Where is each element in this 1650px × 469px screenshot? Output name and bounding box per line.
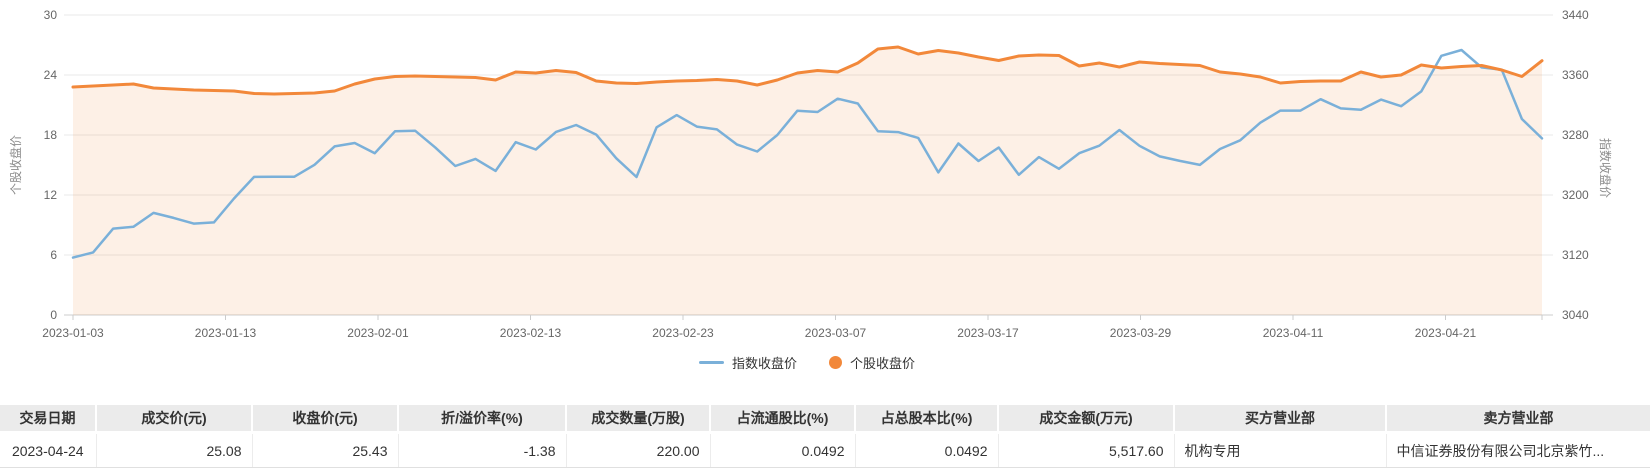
x-axis-tick-label: 2023-04-11 — [1263, 326, 1324, 340]
cell-amount: 5,517.60 — [998, 432, 1175, 468]
cell-seller-branch: 中信证券股份有限公司北京紫竹... — [1386, 432, 1650, 468]
table-header-row: 交易日期 成交价(元) 收盘价(元) 折/溢价率(%) 成交数量(万股) 占流通股比(%)… — [0, 405, 1650, 434]
chart-canvas: 0 6 12 18 24 30 3040 3120 3200 3280 3360 3440 2023-0… — [8, 8, 1613, 340]
cell-premium-rate: -1.38 — [398, 432, 567, 468]
column-header-float-ratio: 占流通股比(%) — [710, 405, 856, 434]
x-axis-tick-label: 2023-02-01 — [347, 326, 409, 340]
left-axis-name: 个股收盘价 — [8, 135, 23, 195]
column-header-amount: 成交金额(万元) — [998, 405, 1175, 434]
cell-trade-date: 2023-04-24 — [0, 432, 97, 468]
legend-circle-marker — [829, 355, 842, 369]
y-axis-tick-right: 3040 — [1562, 308, 1589, 322]
stock-close-line — [71, 45, 1544, 96]
legend-label: 指数收盘价 — [731, 355, 797, 371]
y-axis-tick-left: 18 — [44, 128, 58, 142]
x-axis-tick-label: 2023-02-23 — [652, 326, 714, 340]
cell-buyer-branch: 机构专用 — [1174, 432, 1387, 468]
cell-volume: 220.00 — [566, 432, 711, 468]
x-axis-tick-label: 2023-03-07 — [805, 326, 867, 340]
right-axis-name: 指数收盘价 — [1598, 138, 1613, 198]
legend-line-marker — [698, 360, 724, 364]
stock-close-area-fill — [73, 47, 1542, 315]
x-axis-tick-label: 2023-01-03 — [42, 326, 104, 340]
y-axis-tick-right: 3280 — [1562, 128, 1589, 142]
column-header-volume: 成交数量(万股) — [566, 405, 711, 434]
x-axis-tick-label: 2023-03-17 — [957, 326, 1019, 340]
x-axis-tick-label: 2023-02-13 — [500, 326, 562, 340]
column-header-deal-price: 成交价(元) — [96, 405, 253, 434]
table-row: 2023-04-24 25.08 25.43 -1.38 220.00 0.0492 0.0… — [0, 432, 1650, 468]
chart-legend: 指数收盘价 个股收盘价 — [0, 353, 1614, 371]
cell-total-ratio: 0.0492 — [855, 432, 999, 468]
y-axis-tick-right: 3200 — [1562, 188, 1589, 202]
x-axis-tick-label: 2023-01-13 — [195, 326, 257, 340]
cell-deal-price: 25.08 — [96, 432, 253, 468]
legend-label: 个股收盘价 — [850, 355, 916, 371]
index-close-line — [71, 48, 1544, 259]
x-axis-tick-label: 2023-03-29 — [1110, 326, 1172, 340]
cell-close-price: 25.43 — [252, 432, 399, 468]
legend-item-index-close[interactable]: 指数收盘价 — [698, 353, 797, 372]
column-header-total-ratio: 占总股本比(%) — [855, 405, 999, 434]
y-axis-tick-left: 6 — [50, 248, 57, 262]
legend-item-stock-close[interactable]: 个股收盘价 — [829, 353, 915, 372]
y-axis-tick-right: 3360 — [1562, 68, 1589, 82]
column-header-buyer-branch: 买方营业部 — [1174, 405, 1387, 434]
y-axis-tick-left: 0 — [50, 308, 57, 322]
y-axis-tick-right: 3120 — [1562, 248, 1589, 262]
y-axis-tick-left: 24 — [44, 68, 58, 82]
column-header-close-price: 收盘价(元) — [252, 405, 399, 434]
column-header-seller-branch: 卖方营业部 — [1386, 405, 1650, 434]
x-axis-tick-label: 2023-04-21 — [1415, 326, 1477, 340]
column-header-trade-date: 交易日期 — [0, 405, 97, 434]
price-index-chart[interactable]: 0 6 12 18 24 30 3040 3120 3200 3280 3360 3440 2023-0… — [0, 0, 1650, 400]
y-axis-tick-left: 30 — [44, 8, 58, 22]
cell-float-ratio: 0.0492 — [710, 432, 856, 468]
y-axis-tick-left: 12 — [44, 188, 58, 202]
y-axis-tick-right: 3440 — [1562, 8, 1589, 22]
block-trade-table: 交易日期 成交价(元) 收盘价(元) 折/溢价率(%) 成交数量(万股) 占流通股比(%)… — [0, 405, 1650, 468]
column-header-premium-rate: 折/溢价率(%) — [398, 405, 567, 434]
